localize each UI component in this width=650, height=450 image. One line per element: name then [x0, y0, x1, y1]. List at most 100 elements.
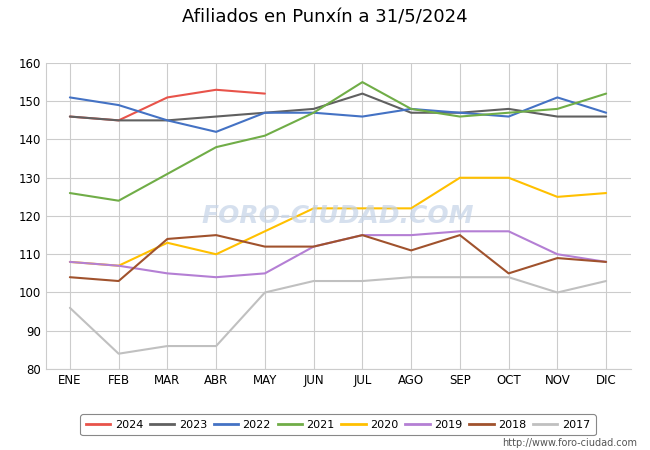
2020	[66, 259, 74, 265]
2021	[602, 91, 610, 96]
2018	[407, 248, 415, 253]
2017	[164, 343, 172, 349]
2019	[164, 270, 172, 276]
2018	[359, 232, 367, 238]
2021	[309, 110, 317, 115]
2019	[602, 259, 610, 265]
2020	[407, 206, 415, 211]
2017	[504, 274, 512, 280]
Line: 2019: 2019	[70, 231, 606, 277]
Text: FORO-CIUDAD.COM: FORO-CIUDAD.COM	[202, 204, 474, 228]
2021	[504, 110, 512, 115]
Line: 2020: 2020	[70, 178, 606, 266]
2018	[164, 236, 172, 242]
2019	[359, 232, 367, 238]
Line: 2018: 2018	[70, 235, 606, 281]
2017	[212, 343, 220, 349]
2024	[164, 94, 172, 100]
2023	[66, 114, 74, 119]
2020	[309, 206, 317, 211]
2018	[309, 244, 317, 249]
2019	[261, 270, 269, 276]
2024	[66, 114, 74, 119]
2021	[456, 114, 464, 119]
2023	[212, 114, 220, 119]
2017	[602, 278, 610, 284]
2019	[456, 229, 464, 234]
2017	[261, 290, 269, 295]
Legend: 2024, 2023, 2022, 2021, 2020, 2019, 2018, 2017: 2024, 2023, 2022, 2021, 2020, 2019, 2018…	[81, 414, 595, 436]
2022	[602, 110, 610, 115]
2018	[554, 255, 562, 261]
2022	[261, 110, 269, 115]
2020	[164, 240, 172, 245]
2022	[456, 110, 464, 115]
2021	[261, 133, 269, 138]
2022	[164, 117, 172, 123]
Line: 2023: 2023	[70, 94, 606, 120]
2017	[554, 290, 562, 295]
2022	[309, 110, 317, 115]
2021	[114, 198, 122, 203]
2019	[407, 232, 415, 238]
2018	[456, 232, 464, 238]
2024	[114, 117, 122, 123]
2019	[309, 244, 317, 249]
2020	[359, 206, 367, 211]
2017	[407, 274, 415, 280]
2020	[456, 175, 464, 180]
2017	[359, 278, 367, 284]
2019	[66, 259, 74, 265]
2021	[407, 106, 415, 112]
Text: http://www.foro-ciudad.com: http://www.foro-ciudad.com	[502, 438, 637, 448]
2020	[602, 190, 610, 196]
2019	[114, 263, 122, 268]
2017	[309, 278, 317, 284]
2022	[554, 94, 562, 100]
2023	[261, 110, 269, 115]
2021	[554, 106, 562, 112]
2020	[504, 175, 512, 180]
2023	[554, 114, 562, 119]
2020	[554, 194, 562, 199]
2022	[407, 106, 415, 112]
2022	[66, 94, 74, 100]
Text: Afiliados en Punxín a 31/5/2024: Afiliados en Punxín a 31/5/2024	[182, 9, 468, 27]
2020	[261, 229, 269, 234]
2018	[602, 259, 610, 265]
2018	[212, 232, 220, 238]
2018	[114, 278, 122, 284]
2017	[66, 305, 74, 310]
2022	[359, 114, 367, 119]
2018	[261, 244, 269, 249]
Line: 2022: 2022	[70, 97, 606, 132]
2017	[114, 351, 122, 356]
2024	[212, 87, 220, 92]
2017	[456, 274, 464, 280]
2023	[164, 117, 172, 123]
2023	[602, 114, 610, 119]
Line: 2021: 2021	[70, 82, 606, 201]
2023	[114, 117, 122, 123]
2018	[504, 270, 512, 276]
2021	[164, 171, 172, 176]
2020	[212, 252, 220, 257]
2021	[66, 190, 74, 196]
2023	[309, 106, 317, 112]
2022	[114, 102, 122, 108]
2019	[554, 252, 562, 257]
2023	[407, 110, 415, 115]
2019	[212, 274, 220, 280]
2019	[504, 229, 512, 234]
2020	[114, 263, 122, 268]
2023	[456, 110, 464, 115]
2022	[504, 114, 512, 119]
Line: 2024: 2024	[70, 90, 265, 120]
2021	[359, 79, 367, 85]
2018	[66, 274, 74, 280]
2022	[212, 129, 220, 135]
Line: 2017: 2017	[70, 277, 606, 354]
2021	[212, 144, 220, 150]
2023	[504, 106, 512, 112]
2023	[359, 91, 367, 96]
